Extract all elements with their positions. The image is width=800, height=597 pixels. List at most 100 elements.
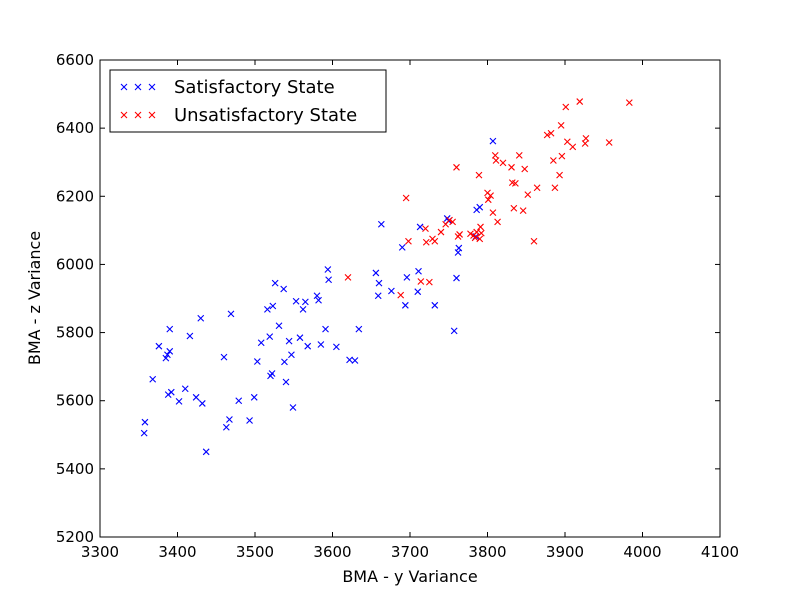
data-point bbox=[530, 237, 538, 245]
y-tick-label: 6400 bbox=[56, 119, 94, 137]
data-point bbox=[181, 385, 189, 393]
data-point bbox=[186, 332, 194, 340]
data-point bbox=[521, 165, 529, 173]
data-point bbox=[266, 333, 274, 341]
data-point bbox=[569, 143, 577, 151]
data-point bbox=[166, 347, 174, 355]
data-point bbox=[257, 339, 265, 347]
data-point bbox=[375, 279, 383, 287]
y-tick-label: 6600 bbox=[56, 51, 94, 69]
data-point bbox=[417, 278, 425, 285]
data-point bbox=[282, 378, 290, 386]
data-point bbox=[268, 370, 276, 377]
data-point bbox=[192, 393, 200, 401]
data-point bbox=[476, 203, 484, 211]
data-point bbox=[512, 179, 519, 187]
data-point bbox=[477, 229, 485, 237]
data-point bbox=[543, 131, 551, 139]
data-point bbox=[296, 334, 304, 342]
data-point bbox=[397, 291, 405, 299]
y-tick-label: 5400 bbox=[56, 460, 94, 478]
x-tick-label: 3900 bbox=[546, 543, 584, 561]
data-point bbox=[280, 285, 288, 293]
data-point bbox=[226, 416, 233, 423]
legend-entry: Satisfactory State bbox=[120, 77, 335, 98]
data-point bbox=[344, 273, 352, 281]
data-point bbox=[402, 194, 410, 202]
legend-label: Satisfactory State bbox=[174, 77, 335, 98]
data-point bbox=[222, 423, 230, 431]
data-point bbox=[164, 351, 171, 359]
data-point bbox=[403, 273, 411, 281]
data-point bbox=[605, 139, 613, 146]
x-tick-label: 3300 bbox=[81, 543, 119, 561]
data-point bbox=[519, 207, 527, 214]
data-point bbox=[415, 267, 422, 275]
data-point bbox=[246, 417, 253, 424]
data-point bbox=[313, 292, 321, 300]
y-tick-label: 5200 bbox=[56, 528, 94, 546]
data-point bbox=[547, 129, 555, 137]
legend-marker bbox=[148, 111, 156, 119]
data-point bbox=[475, 171, 483, 179]
data-point bbox=[355, 325, 363, 333]
data-point bbox=[484, 196, 492, 204]
data-point bbox=[149, 375, 157, 383]
x-axis-label: BMA - y Variance bbox=[342, 567, 477, 586]
x-tick-label: 3400 bbox=[158, 543, 196, 561]
data-point bbox=[557, 122, 565, 129]
data-point bbox=[317, 341, 325, 348]
data-point bbox=[304, 342, 312, 350]
y-tick-label: 6000 bbox=[56, 255, 94, 273]
x-axis: 3300 3400 3500 3600 3700 3800 3900 4000 4100 bbox=[81, 60, 739, 561]
data-point bbox=[425, 278, 433, 286]
data-point bbox=[299, 306, 307, 313]
data-point bbox=[455, 244, 463, 252]
data-point bbox=[431, 237, 439, 245]
data-point bbox=[325, 276, 333, 284]
data-point bbox=[477, 223, 484, 231]
data-point bbox=[492, 157, 500, 164]
data-point bbox=[162, 354, 170, 362]
data-point bbox=[576, 98, 584, 105]
legend-label: Unsatisfactory State bbox=[174, 105, 357, 126]
data-point bbox=[551, 184, 559, 192]
data-point bbox=[288, 351, 295, 359]
data-point bbox=[510, 204, 518, 212]
data-point bbox=[449, 218, 457, 226]
x-tick-label: 3500 bbox=[236, 543, 274, 561]
data-point bbox=[167, 388, 175, 396]
data-point bbox=[582, 134, 590, 142]
data-point bbox=[456, 231, 463, 238]
data-point bbox=[508, 163, 515, 171]
data-point bbox=[351, 357, 359, 364]
data-point bbox=[515, 152, 523, 159]
data-point bbox=[489, 137, 497, 145]
data-point bbox=[346, 356, 353, 364]
data-point bbox=[324, 266, 332, 273]
legend-marker bbox=[120, 83, 128, 91]
x-tick-label: 3800 bbox=[468, 543, 506, 561]
data-point bbox=[275, 322, 283, 330]
data-point bbox=[533, 184, 541, 192]
x-tick-label: 3700 bbox=[391, 543, 429, 561]
data-point bbox=[271, 279, 279, 287]
legend-marker bbox=[148, 83, 156, 91]
data-point bbox=[175, 398, 183, 405]
plot-area bbox=[100, 60, 720, 537]
data-point bbox=[155, 342, 163, 350]
legend-marker bbox=[134, 83, 142, 91]
x-tick-label: 3600 bbox=[313, 543, 351, 561]
data-point bbox=[166, 325, 174, 333]
y-tick-label: 6200 bbox=[56, 187, 94, 205]
data-point bbox=[398, 244, 406, 251]
data-point bbox=[563, 138, 571, 146]
x-tick-label: 4000 bbox=[623, 543, 661, 561]
data-point bbox=[227, 310, 235, 318]
data-point bbox=[322, 325, 329, 333]
data-point bbox=[388, 287, 395, 295]
data-point bbox=[289, 404, 297, 411]
y-tick-label: 5800 bbox=[56, 324, 94, 342]
data-point bbox=[332, 343, 340, 351]
